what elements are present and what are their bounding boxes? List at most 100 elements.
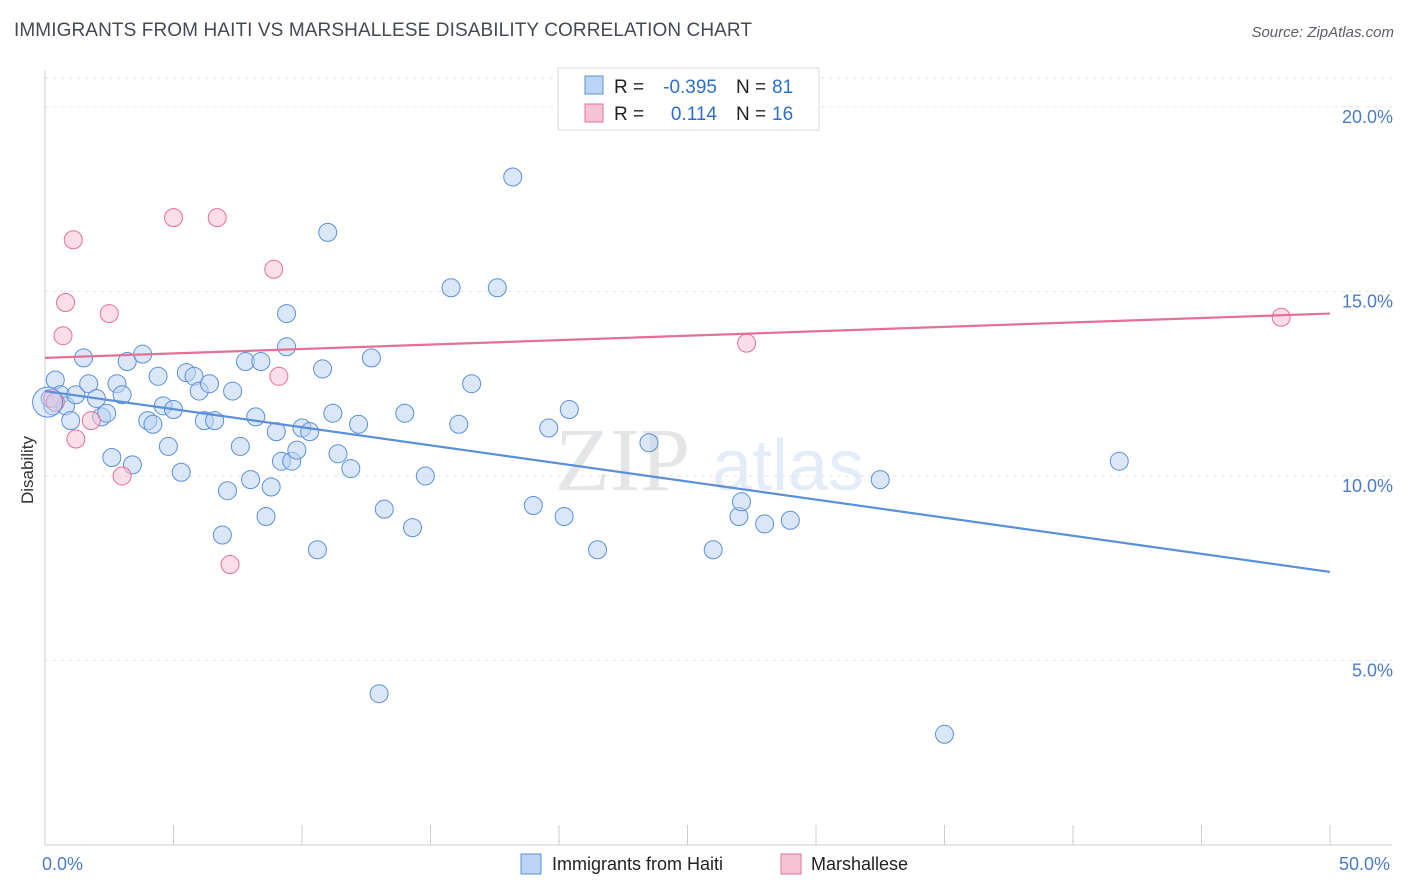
legend-r-label-marshallese: R = — [614, 104, 644, 125]
haiti-point — [212, 525, 232, 545]
haiti-point — [102, 448, 122, 467]
axes — [44, 70, 1392, 846]
y-tick-label: 5.0% — [1352, 660, 1393, 680]
marshallese-trend-line — [44, 312, 1331, 359]
haiti-trend-line — [44, 389, 1331, 573]
haiti-point — [703, 540, 723, 560]
haiti-point — [559, 400, 579, 420]
haiti-point — [441, 278, 461, 298]
haiti-point — [143, 414, 163, 434]
haiti-point — [449, 414, 469, 434]
haiti-point — [780, 510, 800, 530]
marshallese-point — [220, 555, 240, 575]
x-tick-label: 50.0% — [1339, 854, 1390, 874]
legend-n-label-marshallese: N = — [736, 104, 766, 125]
haiti-point — [117, 352, 137, 372]
haiti-point — [199, 374, 219, 394]
marshallese-point — [56, 293, 76, 312]
haiti-point — [415, 466, 435, 486]
y-tick-label: 20.0% — [1342, 107, 1393, 127]
haiti-point — [277, 304, 297, 324]
haiti-point — [241, 470, 261, 490]
haiti-point — [349, 414, 369, 434]
series-legend: Immigrants from Haiti Marshallese — [520, 853, 908, 875]
x-tick-label: 0.0% — [42, 854, 83, 874]
haiti-point — [487, 278, 507, 298]
chart-title: IMMIGRANTS FROM HAITI VS MARSHALLESE DIS… — [14, 20, 753, 41]
haiti-point — [328, 444, 348, 464]
haiti-point — [639, 433, 659, 453]
haiti-point — [246, 407, 266, 427]
watermark-zip: ZIP — [555, 411, 690, 510]
haiti-point — [230, 436, 250, 456]
haiti-point — [755, 514, 775, 534]
trend-lines — [44, 312, 1331, 573]
x-tick-labels: 0.0% 50.0% — [42, 854, 1390, 874]
haiti-point — [503, 167, 523, 187]
legend-n-label-haiti: N = — [736, 77, 766, 98]
haiti-point — [97, 403, 117, 423]
haiti-point — [217, 481, 237, 501]
marshallese-point — [269, 366, 289, 386]
haiti-point — [251, 352, 271, 372]
marshallese-point — [53, 326, 73, 346]
series-legend-swatch-haiti — [520, 853, 542, 875]
haiti-point-cluster — [32, 386, 64, 418]
haiti-point — [277, 337, 297, 357]
haiti-point — [403, 518, 423, 538]
legend-r-value-marshallese: 0.114 — [671, 104, 718, 125]
marshallese-point — [99, 304, 119, 324]
watermark: ZIP atlas — [555, 411, 864, 510]
watermark-atlas: atlas — [712, 426, 864, 506]
haiti-point — [313, 359, 333, 379]
legend-r-value-haiti: -0.395 — [663, 77, 717, 98]
legend-swatch-haiti — [584, 75, 604, 95]
haiti-point — [74, 348, 94, 368]
haiti-point — [554, 507, 574, 527]
haiti-point — [61, 411, 81, 431]
haiti-point — [374, 499, 394, 519]
series-legend-label-haiti: Immigrants from Haiti — [552, 854, 723, 874]
y-tick-label: 15.0% — [1342, 291, 1393, 311]
haiti-point — [223, 381, 243, 401]
stats-legend: R = -0.395 N = 81 R = 0.114 N = 16 — [557, 67, 820, 131]
series-legend-label-marshallese: Marshallese — [811, 854, 908, 874]
haiti-point — [79, 374, 99, 394]
haiti-point — [369, 684, 389, 704]
y-axis-label: Disability — [18, 435, 37, 504]
y-tick-label: 10.0% — [1342, 476, 1393, 496]
marshallese-point — [66, 429, 86, 449]
series-legend-swatch-marshallese — [780, 853, 802, 875]
haiti-point — [158, 436, 178, 456]
haiti-point — [112, 385, 132, 405]
haiti-point — [318, 222, 338, 242]
haiti-point — [361, 348, 381, 368]
data-points — [32, 167, 1291, 744]
marshallese-point — [207, 208, 227, 228]
haiti-point — [323, 403, 343, 423]
legend-n-value-marshallese: 16 — [772, 104, 793, 125]
haiti-point — [935, 724, 954, 744]
haiti-point — [1109, 451, 1129, 471]
marshallese-point — [264, 259, 284, 279]
legend-swatch-marshallese — [584, 103, 604, 123]
haiti-point — [341, 459, 361, 479]
haiti-point — [307, 540, 327, 560]
haiti-point — [523, 495, 543, 515]
legend-r-label-haiti: R = — [614, 77, 644, 98]
haiti-point — [261, 477, 281, 497]
haiti-point — [870, 470, 890, 490]
source-credit: Source: ZipAtlas.com — [1251, 24, 1394, 41]
marshallese-point — [1271, 307, 1291, 327]
haiti-point — [287, 440, 307, 460]
haiti-point — [171, 462, 191, 482]
haiti-point — [300, 422, 320, 442]
marshallese-point — [737, 333, 757, 353]
haiti-point — [148, 366, 168, 386]
marshallese-point — [63, 230, 83, 250]
y-tick-labels: 5.0% 10.0% 15.0% 20.0% — [1342, 107, 1393, 681]
haiti-point — [731, 492, 751, 512]
legend-n-value-haiti: 81 — [772, 77, 793, 98]
haiti-point — [588, 540, 608, 560]
